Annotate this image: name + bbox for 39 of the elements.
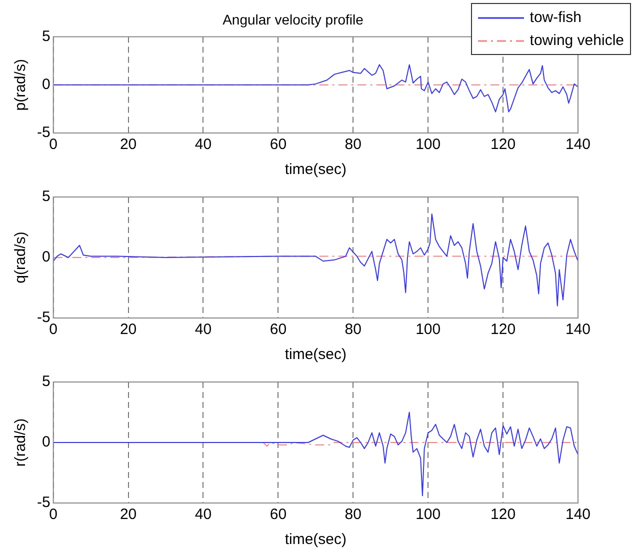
x-tick-label: 120: [490, 136, 516, 154]
x-tick-label: 80: [344, 506, 362, 524]
y-tick-label: 5: [42, 373, 50, 390]
y-axis-title: q(rad/s): [12, 232, 30, 284]
x-tick-label: 40: [194, 321, 212, 338]
y-tick-label: 5: [42, 28, 50, 45]
x-tick-label: 120: [490, 321, 516, 338]
legend-label: towing vehicle: [530, 32, 624, 49]
x-tick-label: 20: [120, 136, 137, 154]
x-tick-label: 80: [344, 136, 362, 154]
y-tick-label: 0: [42, 76, 50, 94]
x-tick-label: 60: [270, 506, 287, 524]
y-tick-label: -5: [36, 494, 50, 512]
y-tick-label: -5: [36, 124, 50, 142]
y-tick-label: 0: [42, 248, 50, 266]
x-tick-label: 40: [194, 506, 212, 524]
x-axis-title: time(sec): [284, 531, 347, 548]
x-axis-title: time(sec): [284, 346, 347, 364]
x-tick-label: 140: [565, 136, 591, 154]
y-axis-title: p(rad/s): [12, 59, 30, 111]
y-tick-label: 5: [42, 188, 50, 206]
chart-title: Angular velocity profile: [222, 11, 364, 28]
y-axis-title: r(rad/s): [12, 418, 30, 467]
legend-label: tow-fish: [530, 9, 582, 26]
x-tick-label: 100: [416, 136, 441, 154]
y-tick-label: 0: [42, 434, 50, 451]
x-tick-label: 60: [270, 321, 287, 338]
x-tick-label: 20: [120, 506, 137, 524]
x-tick-label: 140: [565, 321, 591, 338]
x-tick-label: 140: [565, 506, 591, 524]
x-tick-label: 120: [490, 506, 516, 524]
x-axis-title: time(sec): [284, 161, 347, 178]
x-tick-label: 40: [194, 136, 212, 154]
x-tick-label: 80: [344, 321, 362, 338]
x-tick-label: 100: [416, 321, 441, 338]
y-tick-label: -5: [36, 309, 50, 326]
x-tick-label: 60: [270, 136, 287, 154]
x-tick-label: 20: [120, 321, 137, 338]
x-tick-label: 100: [416, 506, 441, 524]
